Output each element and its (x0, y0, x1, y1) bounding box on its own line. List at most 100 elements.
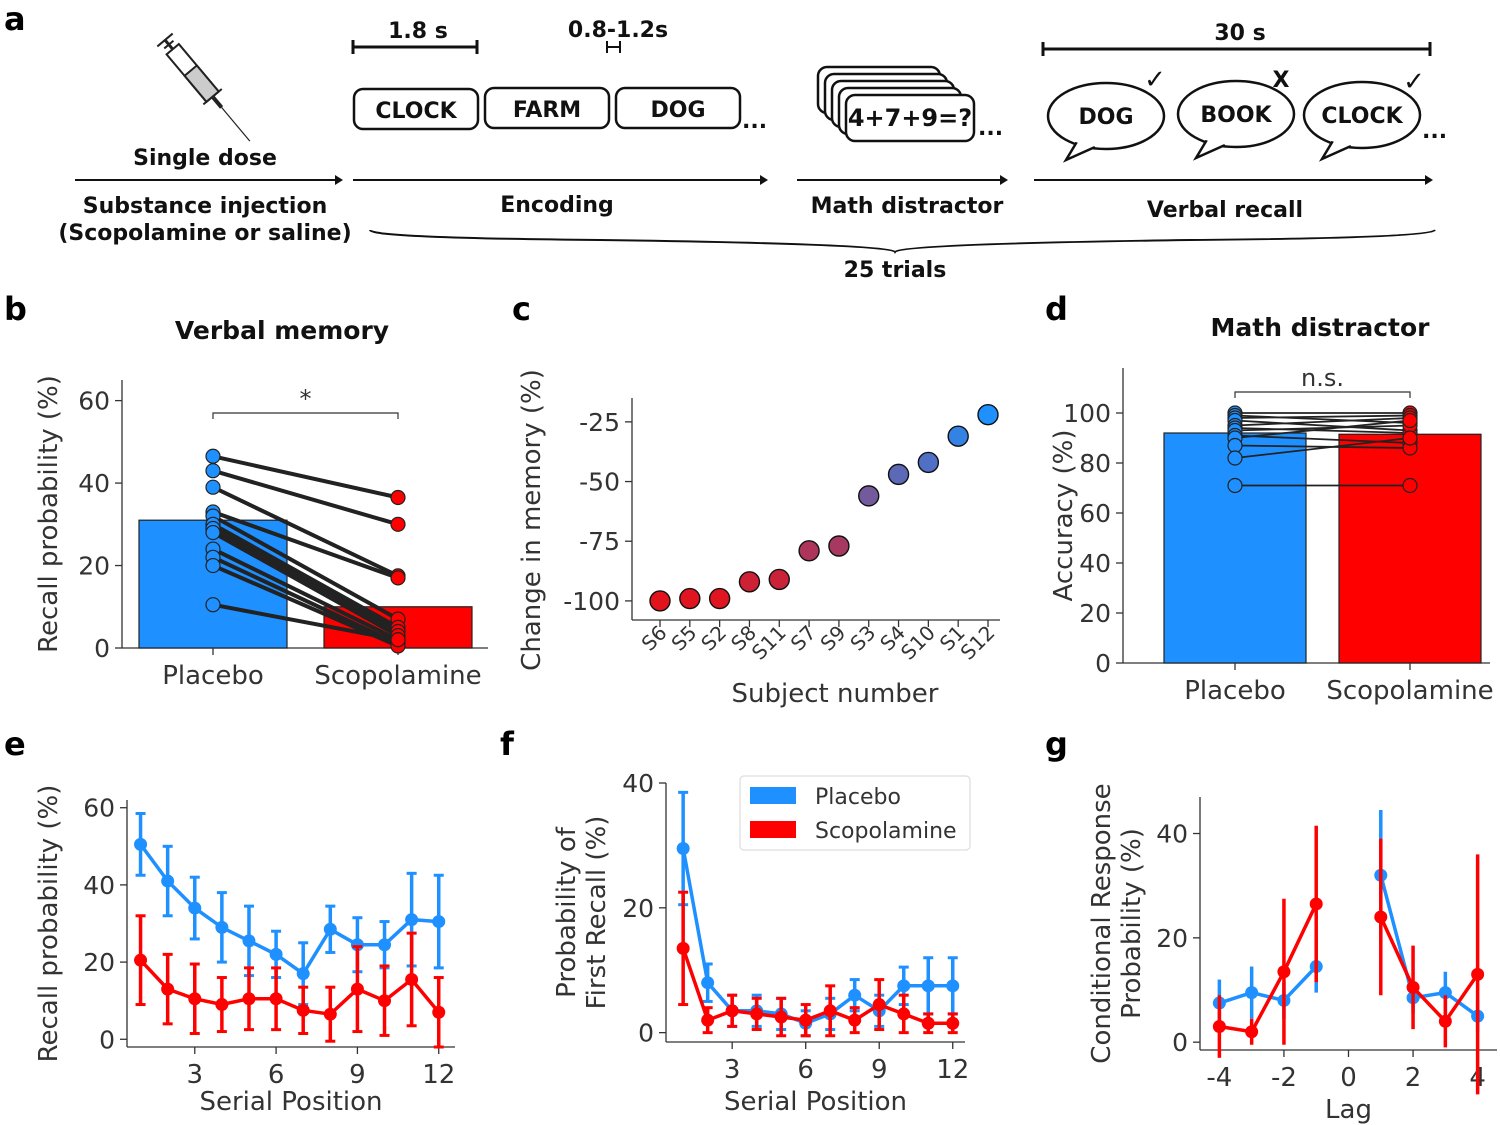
data-point (405, 972, 419, 986)
bar-placebo (1163, 432, 1307, 664)
x-tick-label: S12 (956, 621, 1000, 665)
data-point (946, 979, 960, 993)
syringe-icon (156, 32, 251, 142)
x-tick-label: Scopolamine (1326, 676, 1493, 706)
series-scopolamine (676, 890, 960, 1038)
y-tick-label: 40 (622, 769, 654, 798)
y-axis-label: Probability ofFirst Recall (%) (552, 816, 612, 1010)
data-point (215, 998, 229, 1012)
math-card (844, 93, 976, 143)
subject-point-s3 (858, 485, 880, 507)
series-scopolamine (1212, 825, 1485, 1095)
data-point (161, 874, 175, 888)
y-axis-label: Conditional ResponseProbability (%) (1087, 783, 1147, 1063)
paired-line (212, 602, 399, 642)
panel-label-e: e (4, 725, 26, 763)
x-tick-label: S10 (896, 621, 940, 665)
x-tick-label: 3 (724, 1055, 741, 1085)
injection-label-line2: (Scopolamine or saline) (58, 221, 351, 246)
legend-swatch-placebo (750, 787, 796, 804)
data-point (296, 967, 310, 981)
data-point (432, 915, 446, 929)
panel-label-g: g (1045, 725, 1068, 763)
x-tick-label: 12 (936, 1055, 969, 1085)
significance-label: n.s. (1301, 364, 1344, 392)
data-point (134, 837, 148, 851)
y-tick-label: -75 (579, 527, 620, 556)
panel-label-d: d (1045, 290, 1068, 328)
y-axis-label: Accuracy (%) (1049, 430, 1079, 602)
data-point (134, 953, 148, 967)
encoding-label: Encoding (500, 193, 614, 218)
series-line (681, 848, 953, 1026)
paired-line (1234, 419, 1411, 439)
paired-line (1234, 437, 1411, 459)
series-line (139, 959, 441, 1017)
x-tick-label: 3 (186, 1060, 203, 1090)
paired-line (1234, 414, 1411, 419)
legend-label-placebo: Placebo (815, 785, 901, 810)
paired-line (212, 526, 399, 634)
data-point (269, 947, 283, 961)
panel-label-c: c (512, 290, 531, 328)
data-point (1212, 1020, 1226, 1034)
y-tick-label: 40 (83, 871, 115, 900)
scopolamine-subject-point (390, 489, 406, 506)
y-tick-label: 60 (1079, 499, 1111, 528)
y-axis-label: Recall probability (%) (34, 375, 64, 653)
data-point (188, 901, 202, 915)
data-point (350, 982, 364, 996)
paired-line (212, 530, 399, 638)
encoding-duration: 1.8 s (388, 19, 448, 44)
placebo-subject-point (205, 597, 221, 613)
x-tick-label: 12 (422, 1060, 455, 1090)
paired-line (1234, 417, 1411, 427)
x-tick-label: Placebo (1184, 676, 1286, 706)
recall-word-3: CLOCK (1321, 104, 1403, 129)
panel-label-b: b (4, 290, 27, 328)
y-tick-label: 0 (1172, 1028, 1188, 1057)
data-point (323, 922, 337, 936)
subject-point-s7 (798, 540, 820, 562)
paired-line (212, 522, 399, 630)
data-point (823, 1004, 837, 1018)
data-point (701, 976, 715, 990)
math-ellipsis: ... (978, 116, 1003, 141)
paired-line (1234, 419, 1411, 432)
subject-point-s6 (649, 590, 671, 612)
placebo-subject-point (205, 524, 221, 541)
x-tick-label: 6 (797, 1055, 814, 1085)
x-axis-label: Subject number (732, 679, 939, 709)
y-tick-label: 20 (622, 894, 654, 923)
subject-point-s11 (768, 568, 790, 591)
legend-label-scopolamine: Scopolamine (815, 819, 957, 844)
data-point (242, 934, 256, 948)
paired-line (212, 485, 399, 578)
data-point (676, 842, 690, 856)
data-point (432, 1005, 446, 1019)
encoding-word-box-2 (483, 86, 611, 130)
x-tick-label: Placebo (162, 661, 264, 691)
data-point (676, 941, 690, 955)
y-tick-label: 20 (1079, 599, 1111, 628)
paired-line (1234, 424, 1411, 432)
scopolamine-subject-point (1402, 412, 1418, 429)
data-point (1406, 980, 1420, 994)
math-problem: 4+7+9=? (848, 104, 972, 132)
legend-box (739, 775, 971, 851)
schematic-panel-a: Single dose Substance injection (Scopola… (58, 18, 1447, 283)
data-point (1309, 897, 1323, 911)
data-point (378, 994, 392, 1008)
subject-point-s8 (738, 571, 761, 593)
data-point (750, 1007, 764, 1021)
encoding-word-3: DOG (650, 98, 705, 123)
legend: Placebo Scopolamine (739, 775, 971, 851)
data-point (1245, 986, 1259, 1000)
legend-swatch-scopolamine (750, 821, 796, 838)
isi-duration: 0.8-1.2s (568, 18, 668, 43)
recall-mark-3: ✓ (1403, 67, 1425, 97)
data-point (1245, 1025, 1259, 1039)
placebo-subject-point (1227, 450, 1243, 466)
data-point (921, 979, 935, 993)
scopolamine-subject-point (1402, 430, 1418, 446)
